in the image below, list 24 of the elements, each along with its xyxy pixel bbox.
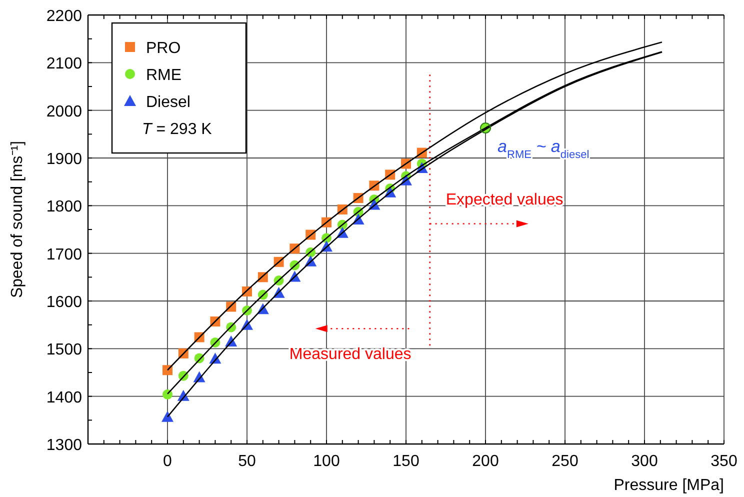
y-axis-title: Speed of sound [ms⁻¹] bbox=[9, 140, 26, 298]
y-tick-label: 1300 bbox=[46, 437, 82, 454]
x-tick-label: 300 bbox=[631, 453, 658, 470]
annotation: T = 293 K bbox=[142, 121, 212, 138]
x-tick-label: 50 bbox=[238, 453, 256, 470]
y-tick-label: 1500 bbox=[46, 342, 82, 359]
x-tick-label: 0 bbox=[163, 453, 172, 470]
x-tick-label: 350 bbox=[710, 453, 738, 470]
y-tick-label: 1600 bbox=[46, 294, 82, 311]
y-tick-label: 1700 bbox=[46, 246, 82, 264]
legend-label: Diesel bbox=[146, 94, 190, 111]
y-tick-label: 1800 bbox=[46, 198, 82, 216]
x-tick-label: 150 bbox=[392, 453, 420, 470]
x-tick-label: 200 bbox=[472, 453, 499, 470]
legend-label: RME bbox=[146, 67, 182, 84]
y-tick-label: 2200 bbox=[46, 8, 82, 25]
legend-label: PRO bbox=[146, 40, 181, 57]
x-axis-title: Pressure [MPa] bbox=[614, 477, 724, 494]
y-tick-label: 1900 bbox=[46, 151, 82, 168]
y-tick-label: 2000 bbox=[46, 103, 82, 120]
y-tick-label: 2100 bbox=[46, 56, 82, 73]
x-tick-label: 250 bbox=[552, 453, 578, 470]
x-tick-label: 100 bbox=[313, 453, 340, 470]
y-tick-label: 1400 bbox=[46, 389, 82, 406]
